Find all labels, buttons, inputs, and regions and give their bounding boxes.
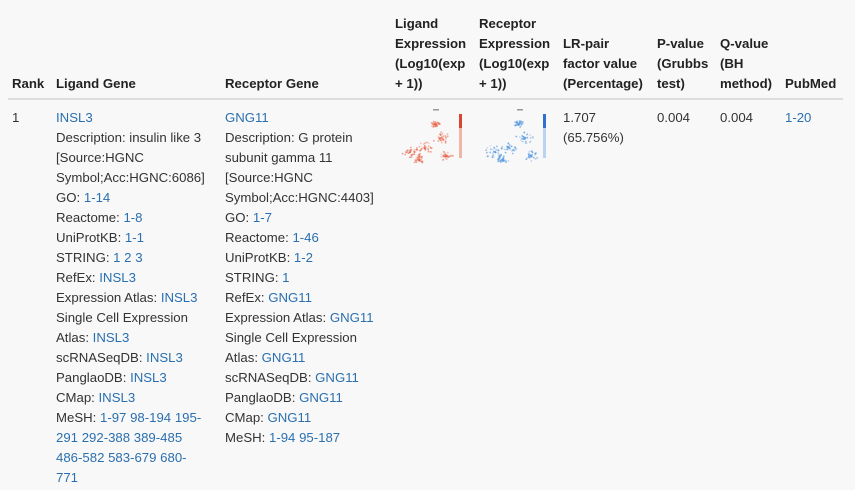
col-pubmed[interactable]: PubMed [785, 76, 837, 91]
receptor-reactome-link[interactable]: 1-46 [292, 230, 319, 245]
ligand-mesh-link[interactable]: 389-485 [133, 430, 183, 445]
receptor-uniprot-link[interactable]: 1-2 [293, 250, 313, 265]
ligand-panglaodb-link[interactable]: INSL3 [130, 370, 167, 385]
ligand-string-link-1[interactable]: 1 [113, 250, 121, 265]
ligand-expression-plot[interactable] [395, 108, 465, 170]
ligand-reactome-link[interactable]: 1-8 [123, 210, 143, 225]
ligand-mesh-link[interactable]: 583-679 [108, 450, 157, 465]
ligand-mesh-link[interactable]: 195- [174, 410, 202, 425]
receptor-string-link[interactable]: 1 [282, 270, 290, 285]
receptor-sc-atlas-link[interactable]: GNG11 [261, 350, 306, 365]
col-ligand-gene[interactable]: Ligand Gene [56, 76, 136, 91]
col-pvalue[interactable]: P-value (Grubbs test) [657, 36, 709, 91]
ligand-scrnaseqdb-link[interactable]: INSL3 [146, 350, 183, 365]
ligand-string-link-3[interactable]: 3 [135, 250, 143, 265]
col-ligand-expression[interactable]: Ligand Expression (Log10(exp + 1)) [395, 16, 467, 91]
ligand-mesh-link[interactable]: 292-388 [81, 430, 131, 445]
results-table: Rank Ligand Gene Receptor Gene Ligand Ex… [8, 0, 843, 488]
receptor-refex-link[interactable]: GNG11 [268, 290, 312, 305]
ligand-uniprot-link[interactable]: 1-1 [124, 230, 144, 245]
pvalue-cell: 0.004 [657, 110, 691, 125]
ligand-mesh-link[interactable]: 98-194 [130, 410, 172, 425]
pubmed-link[interactable]: 1-20 [785, 110, 812, 125]
receptor-go-link[interactable]: 1-7 [252, 210, 272, 225]
receptor-cell: GNG11 Description: G protein subunit gam… [225, 110, 374, 445]
ligand-mesh-link[interactable]: 771 [56, 470, 79, 485]
ligand-cmap-link[interactable]: INSL3 [98, 390, 136, 405]
ligand-go-link[interactable]: 1-14 [83, 190, 111, 205]
lr-pair-cell: 1.707 (65.756%) [559, 99, 653, 488]
ligand-mesh-link[interactable]: 680- [160, 450, 187, 465]
receptor-expression-cell [475, 99, 559, 488]
ligand-symbol-link[interactable]: INSL3 [56, 110, 93, 125]
receptor-cmap-link[interactable]: GNG11 [267, 410, 312, 425]
receptor-symbol-link[interactable]: GNG11 [225, 110, 269, 125]
header-row: Rank Ligand Gene Receptor Gene Ligand Ex… [8, 0, 843, 99]
ligand-string-link-2[interactable]: 2 [124, 250, 132, 265]
table-row: 1 INSL3 Description: insulin like 3 [Sou… [8, 99, 843, 488]
col-lr-pair[interactable]: LR-pair factor value (Percentage) [563, 36, 643, 91]
ligand-cell: INSL3 Description: insulin like 3 [Sourc… [56, 110, 205, 485]
receptor-mesh-link[interactable]: 1-94 [268, 430, 296, 445]
ligand-mesh-link[interactable]: 291 [56, 430, 79, 445]
ligand-mesh-link[interactable]: 486-582 [56, 450, 105, 465]
receptor-mesh-link[interactable]: 95-187 [299, 430, 341, 445]
col-receptor-expression[interactable]: Receptor Expression (Log10(exp + 1)) [479, 16, 551, 91]
ligand-expression-cell [391, 99, 475, 488]
ligand-mesh-link[interactable]: 1-97 [99, 410, 127, 425]
pubmed-cell: 1-20 [781, 99, 843, 488]
rank-cell: 1 [12, 110, 20, 125]
ligand-refex-link[interactable]: INSL3 [99, 270, 136, 285]
col-qvalue[interactable]: Q-value (BH method) [720, 36, 773, 91]
ligand-sc-atlas-link[interactable]: INSL3 [92, 330, 130, 345]
qvalue-cell: 0.004 [720, 110, 754, 125]
col-receptor-gene[interactable]: Receptor Gene [225, 76, 319, 91]
receptor-atlas-link[interactable]: GNG11 [329, 310, 374, 325]
receptor-expression-plot[interactable] [479, 108, 549, 170]
lr-pair-percentage: (65.756%) [563, 130, 624, 145]
col-rank[interactable]: Rank [12, 76, 45, 91]
receptor-scrnaseqdb-link[interactable]: GNG11 [315, 370, 359, 385]
receptor-panglaodb-link[interactable]: GNG11 [299, 390, 343, 405]
lr-pair-value: 1.707 [563, 110, 597, 125]
ligand-atlas-link[interactable]: INSL3 [160, 290, 198, 305]
